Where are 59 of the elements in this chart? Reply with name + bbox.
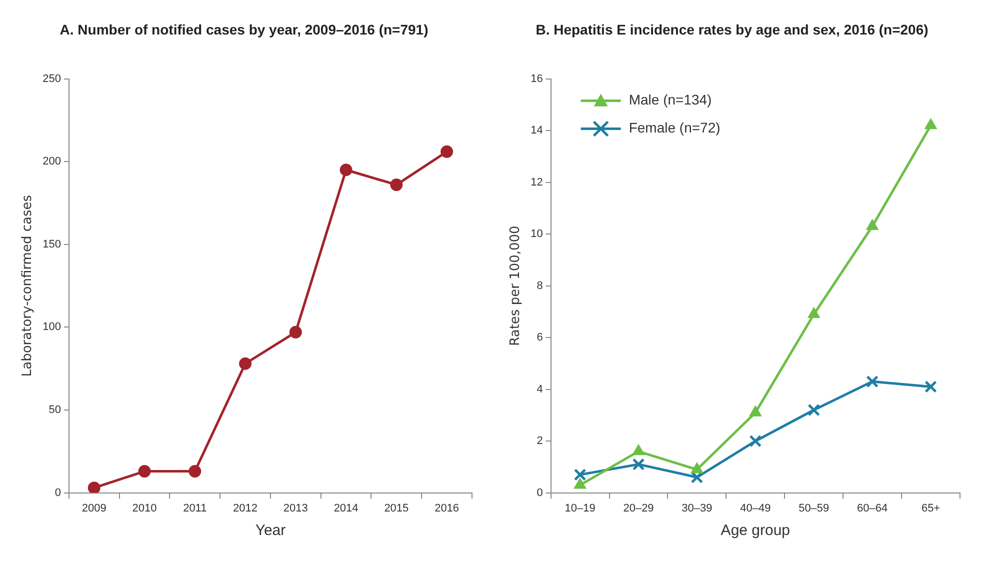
y-tick-label: 10 [530,228,543,240]
y-tick-label: 14 [530,124,543,137]
point [924,380,937,393]
y-tick-label: 0 [536,486,543,499]
point [390,178,403,192]
y-tick-label: 4 [536,383,543,396]
point [632,445,644,456]
point [574,468,586,481]
x-axis-title: Age group [720,522,790,540]
y-tick-label: 0 [54,486,61,499]
chart-title: B. Hepatitis E incidence rates by age and sex, 2016 (n=206) [536,21,928,38]
point [340,164,352,176]
point [808,404,820,416]
y-tick-label: 250 [42,72,61,85]
x-axis-title: Year [255,522,286,540]
point [866,220,878,230]
x-tick-label: 2011 [183,502,207,514]
y-tick-label: 6 [536,332,543,344]
y-axis-title: Rates per 100,000 [508,226,524,346]
x-tick-label: 60–64 [857,502,888,514]
x-tick-label: 2015 [384,502,409,514]
x-tick-label: 10–19 [564,502,596,514]
point [866,375,879,388]
y-tick-label: 200 [42,156,61,168]
x-tick-label: 50–59 [798,502,830,514]
y-tick-label: 16 [530,72,543,85]
point [691,463,703,474]
x-tick-label: 65+ [921,502,940,514]
point [188,465,202,478]
chart-title: A. Number of notified cases by year, 2009–2016 (n=791) [60,21,428,38]
y-tick-label: 150 [42,238,61,250]
x-tick-label: 2016 [434,502,460,514]
y-tick-label: 12 [530,176,543,188]
y-tick-label: 8 [536,280,543,292]
point [440,145,454,158]
point [88,482,100,493]
point [138,465,151,478]
y-axis-title: Laboratory-confirmed cases [20,194,36,377]
x-tick-label: 2012 [233,502,258,514]
x-tick-label: 2013 [283,502,308,514]
point [749,434,762,448]
y-tick-label: 50 [48,404,61,416]
x-tick-label: 40–49 [740,502,771,514]
point [808,308,820,318]
x-tick-label: 2009 [82,502,106,514]
legend-label: Male (n=134) [628,92,712,108]
point [574,478,586,489]
point [289,326,302,338]
x-tick-label: 30–39 [682,502,712,514]
point [750,406,761,416]
point [925,119,936,130]
x-tick-label: 20–29 [623,502,654,514]
point [632,458,645,471]
y-tick-label: 100 [42,321,61,334]
x-tick-label: 2014 [334,502,358,514]
x-tick-label: 2010 [132,502,157,514]
y-tick-label: 2 [536,435,543,448]
legend-label: Female (n=72) [628,120,720,136]
point [239,357,252,370]
